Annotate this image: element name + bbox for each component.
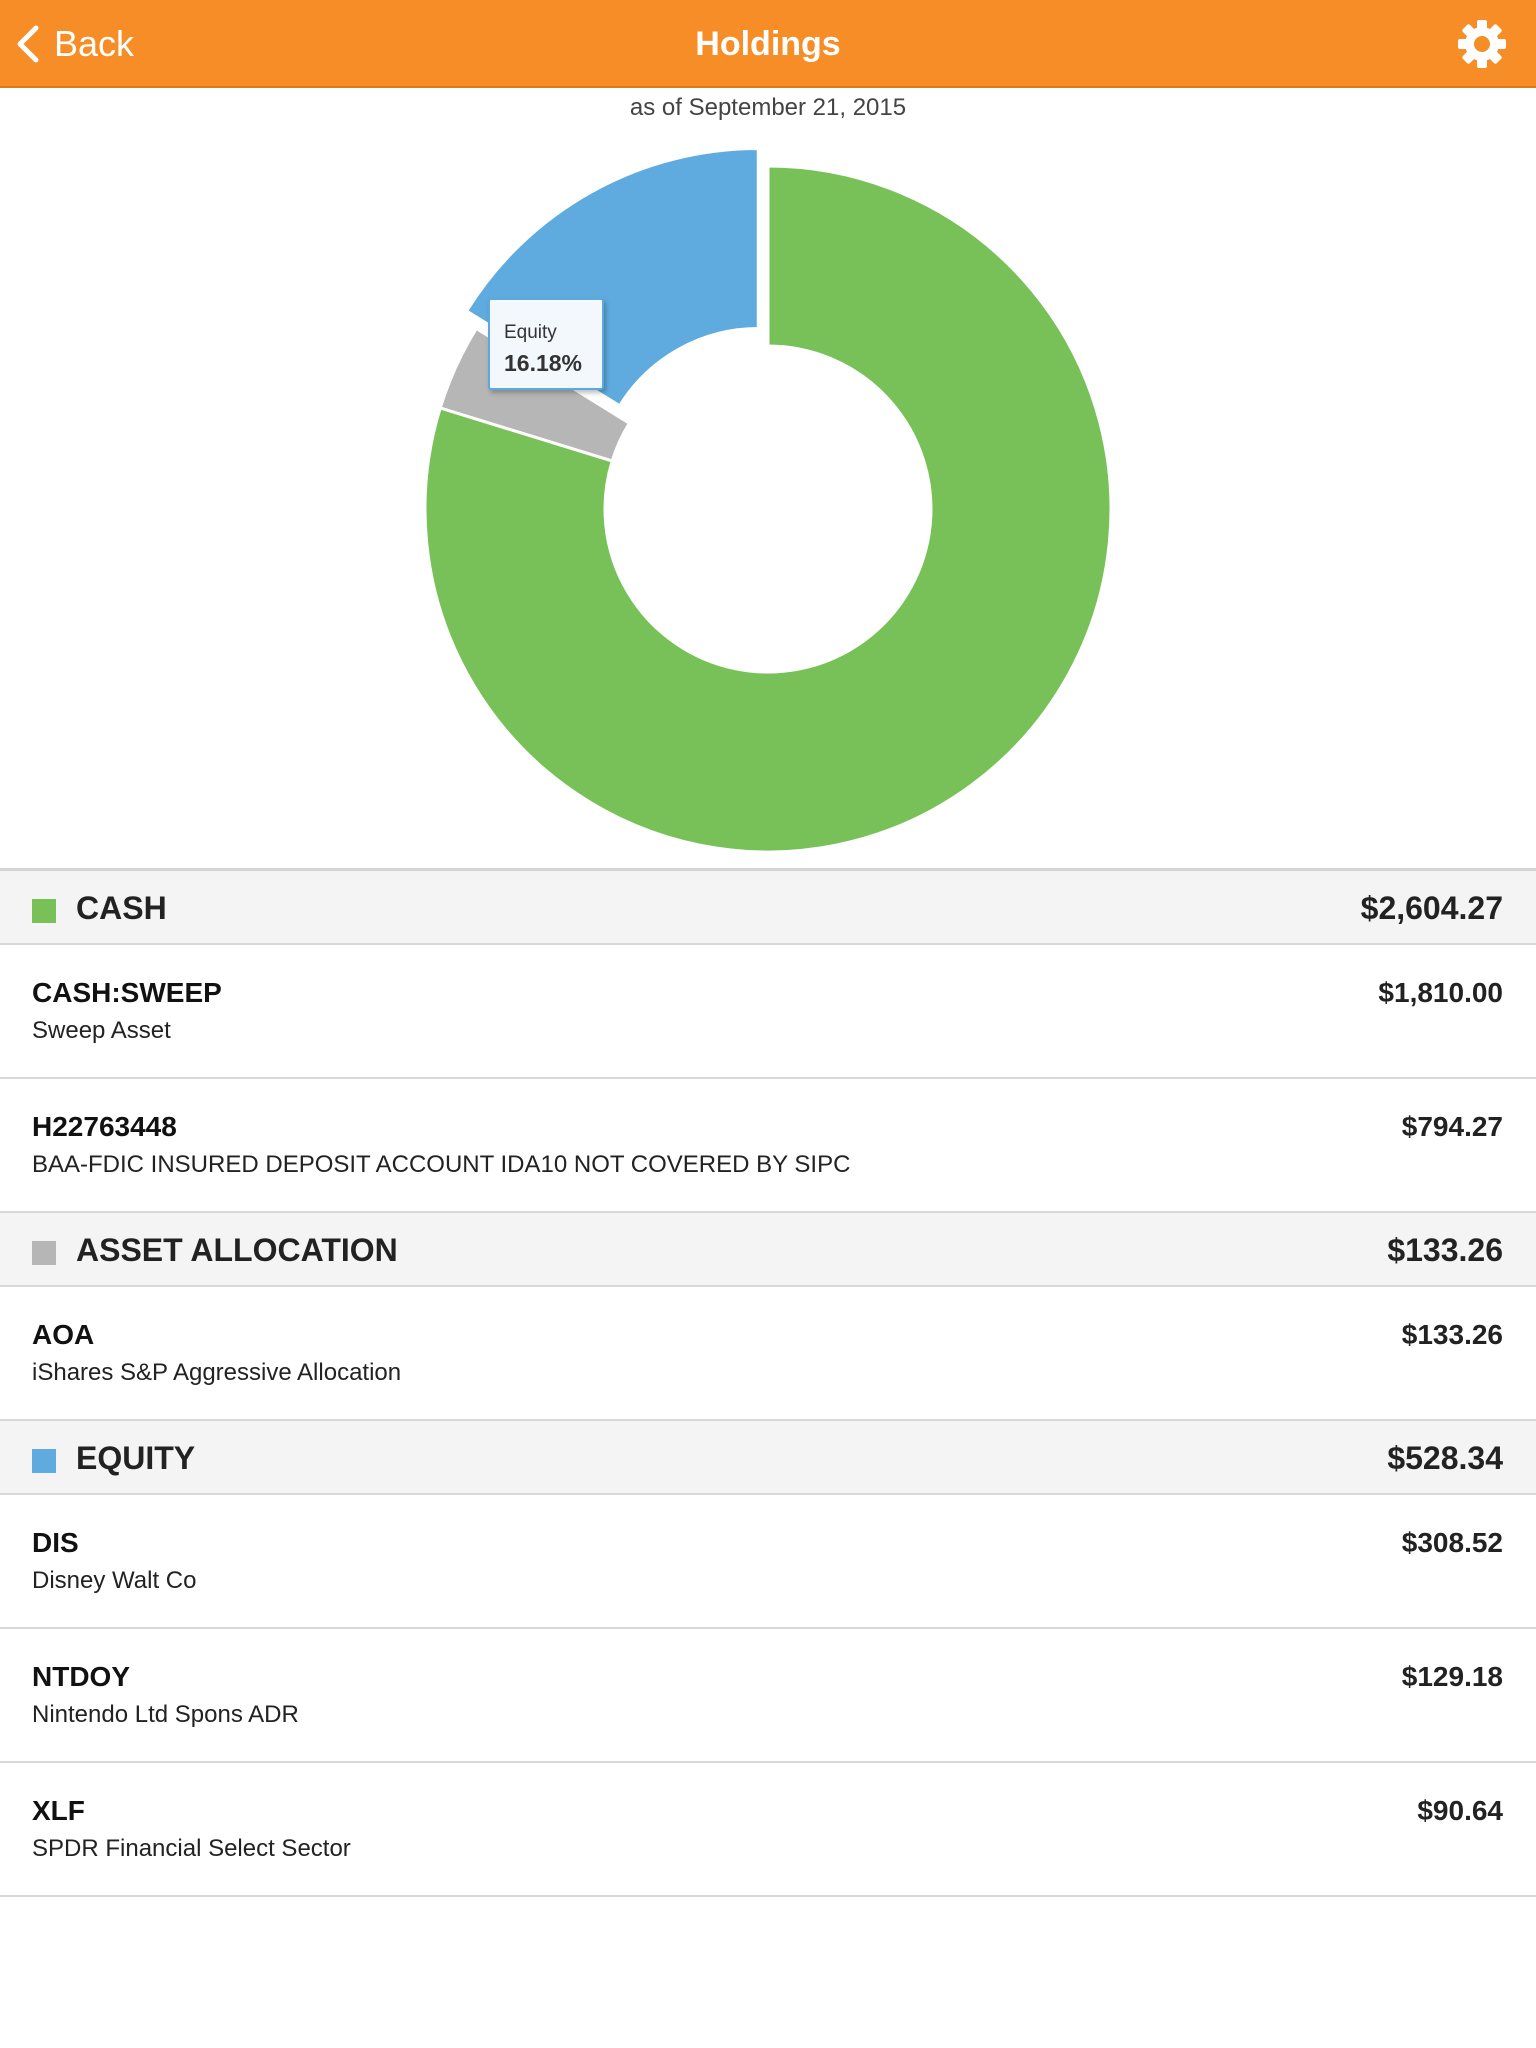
holding-symbol: DIS: [32, 1527, 79, 1558]
tooltip-value: 16.18%: [504, 350, 583, 376]
donut-svg: [423, 147, 1113, 854]
category-total: $133.26: [1387, 1232, 1503, 1268]
page-title: Holdings: [695, 25, 841, 63]
holding-description: Sweep Asset: [32, 1017, 171, 1044]
donut-slice-cash[interactable]: [423, 164, 1113, 854]
category-header-asset-allocation[interactable]: ASSET ALLOCATION $133.26: [0, 1213, 1536, 1287]
category-name: ASSET ALLOCATION: [76, 1232, 398, 1268]
category-header-equity[interactable]: EQUITY $528.34: [0, 1421, 1536, 1495]
back-button-label: Back: [54, 23, 135, 64]
tooltip-label: Equity: [504, 322, 557, 343]
holding-value: $308.52: [1401, 1527, 1503, 1558]
holding-symbol: XLF: [32, 1795, 85, 1826]
holding-description: Nintendo Ltd Spons ADR: [32, 1701, 299, 1728]
category-name: CASH: [76, 890, 167, 926]
holding-symbol: NTDOY: [32, 1661, 130, 1692]
holding-symbol: AOA: [32, 1319, 95, 1350]
holding-description: SPDR Financial Select Sector: [32, 1835, 351, 1862]
holding-symbol: CASH:SWEEP: [32, 977, 222, 1008]
holding-value: $129.18: [1401, 1661, 1503, 1692]
holding-description: BAA-FDIC INSURED DEPOSIT ACCOUNT IDA10 N…: [32, 1151, 851, 1178]
allocation-donut-chart: Equity 16.18%: [0, 120, 1536, 870]
donut-slice-asset-allocation[interactable]: [438, 326, 632, 463]
holding-symbol: H22763448: [32, 1111, 177, 1142]
back-button[interactable]: Back: [14, 18, 134, 70]
settings-button[interactable]: [1456, 18, 1508, 70]
holding-row[interactable]: H22763448 BAA-FDIC INSURED DEPOSIT ACCOU…: [0, 1079, 1536, 1213]
nav-bar: Back Holdings: [0, 0, 1536, 88]
holding-value: $794.27: [1401, 1111, 1503, 1142]
equity-color-swatch: [32, 1449, 56, 1473]
holding-row[interactable]: NTDOY Nintendo Ltd Spons ADR $129.18: [0, 1629, 1536, 1763]
category-total: $528.34: [1387, 1440, 1503, 1476]
holding-row[interactable]: CASH:SWEEP Sweep Asset $1,810.00: [0, 945, 1536, 1079]
category-header-cash[interactable]: CASH $2,604.27: [0, 871, 1536, 945]
holding-row[interactable]: XLF SPDR Financial Select Sector $90.64: [0, 1763, 1536, 1897]
holdings-list: CASH $2,604.27 CASH:SWEEP Sweep Asset $1…: [0, 868, 1536, 1897]
category-name: EQUITY: [76, 1440, 196, 1476]
holding-value: $1,810.00: [1378, 977, 1503, 1008]
chart-tooltip: Equity 16.18%: [488, 298, 604, 390]
holding-value: $133.26: [1401, 1319, 1503, 1350]
category-total: $2,604.27: [1360, 890, 1503, 926]
holding-row[interactable]: DIS Disney Walt Co $308.52: [0, 1495, 1536, 1629]
holding-value: $90.64: [1417, 1795, 1503, 1826]
holding-description: Disney Walt Co: [32, 1567, 197, 1594]
holding-description: iShares S&P Aggressive Allocation: [32, 1359, 402, 1386]
holding-row[interactable]: AOA iShares S&P Aggressive Allocation $1…: [0, 1287, 1536, 1421]
cash-color-swatch: [32, 899, 56, 923]
chevron-left-icon: [17, 25, 39, 63]
as-of-date: as of September 21, 2015: [629, 94, 907, 121]
gear-icon: [1458, 20, 1506, 68]
asset-allocation-color-swatch: [32, 1241, 56, 1265]
